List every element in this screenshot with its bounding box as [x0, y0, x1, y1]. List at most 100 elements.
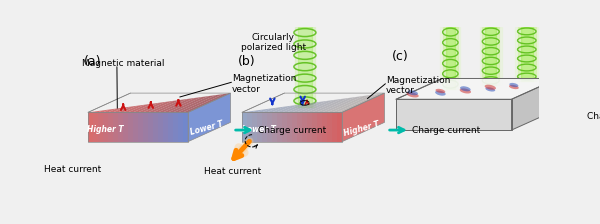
Polygon shape [257, 108, 271, 112]
Polygon shape [148, 100, 181, 112]
Polygon shape [247, 112, 252, 142]
Polygon shape [108, 112, 113, 142]
Polygon shape [88, 111, 95, 112]
Polygon shape [168, 112, 173, 142]
Polygon shape [512, 78, 558, 130]
Text: Magnetization
vector: Magnetization vector [386, 76, 451, 95]
Polygon shape [128, 112, 133, 142]
Polygon shape [317, 97, 356, 112]
Polygon shape [93, 110, 102, 112]
Polygon shape [332, 94, 377, 112]
Polygon shape [282, 112, 287, 142]
Polygon shape [88, 112, 93, 142]
Polygon shape [342, 93, 385, 142]
Polygon shape [143, 101, 173, 112]
Polygon shape [267, 107, 285, 112]
Text: Higher T: Higher T [343, 119, 380, 138]
Polygon shape [123, 112, 128, 142]
Polygon shape [173, 95, 216, 112]
Polygon shape [103, 108, 116, 112]
Polygon shape [257, 112, 262, 142]
Polygon shape [242, 111, 249, 112]
Ellipse shape [460, 86, 470, 91]
Polygon shape [183, 112, 188, 142]
Text: (a): (a) [84, 55, 102, 68]
Polygon shape [113, 112, 118, 142]
Polygon shape [327, 95, 370, 112]
Polygon shape [113, 107, 131, 112]
Polygon shape [322, 112, 327, 142]
Polygon shape [277, 105, 299, 112]
Polygon shape [252, 112, 257, 142]
Polygon shape [312, 112, 317, 142]
Polygon shape [282, 104, 306, 112]
Polygon shape [322, 96, 363, 112]
Text: Charge current: Charge current [412, 126, 481, 135]
Polygon shape [178, 94, 223, 112]
Polygon shape [108, 108, 124, 112]
Polygon shape [158, 112, 163, 142]
Polygon shape [252, 110, 263, 112]
Polygon shape [178, 112, 183, 142]
Ellipse shape [407, 92, 419, 97]
Polygon shape [302, 112, 307, 142]
Text: Heat current: Heat current [44, 165, 101, 174]
Text: Heat current: Heat current [204, 167, 262, 176]
Polygon shape [93, 112, 98, 142]
Polygon shape [287, 103, 313, 112]
Polygon shape [332, 112, 337, 142]
Ellipse shape [407, 90, 418, 95]
Polygon shape [98, 110, 109, 112]
Polygon shape [327, 112, 332, 142]
Polygon shape [183, 93, 230, 112]
Polygon shape [277, 112, 282, 142]
Polygon shape [287, 112, 292, 142]
Text: (c): (c) [392, 50, 409, 63]
Polygon shape [133, 103, 159, 112]
Polygon shape [292, 102, 320, 112]
Polygon shape [163, 112, 168, 142]
Polygon shape [297, 112, 302, 142]
Polygon shape [153, 99, 188, 112]
Text: Magnetization
vector: Magnetization vector [232, 74, 296, 94]
Polygon shape [163, 97, 202, 112]
Polygon shape [133, 112, 138, 142]
Polygon shape [158, 98, 195, 112]
Text: (b): (b) [238, 55, 256, 68]
Polygon shape [307, 112, 312, 142]
Ellipse shape [460, 88, 471, 94]
Ellipse shape [485, 85, 496, 90]
Polygon shape [168, 96, 209, 112]
Polygon shape [396, 99, 512, 130]
Polygon shape [337, 93, 385, 112]
Polygon shape [188, 93, 230, 142]
Polygon shape [272, 106, 292, 112]
Polygon shape [262, 108, 278, 112]
Ellipse shape [436, 89, 445, 93]
Polygon shape [118, 112, 123, 142]
Text: Higher T: Higher T [86, 125, 124, 134]
Polygon shape [302, 100, 335, 112]
Polygon shape [267, 112, 272, 142]
Polygon shape [337, 112, 342, 142]
Ellipse shape [485, 87, 495, 92]
Text: Charge current: Charge current [587, 112, 600, 121]
Polygon shape [292, 112, 297, 142]
Ellipse shape [509, 83, 518, 87]
Polygon shape [312, 98, 349, 112]
Polygon shape [148, 112, 153, 142]
Polygon shape [98, 112, 103, 142]
Text: Lower T: Lower T [190, 120, 225, 137]
Polygon shape [307, 99, 342, 112]
Polygon shape [396, 78, 558, 99]
Polygon shape [103, 112, 108, 142]
Polygon shape [242, 112, 247, 142]
Polygon shape [247, 110, 256, 112]
Text: Lower T: Lower T [242, 125, 276, 134]
Ellipse shape [509, 85, 519, 89]
Polygon shape [138, 102, 166, 112]
Text: Magnetic material: Magnetic material [82, 59, 164, 68]
Polygon shape [118, 106, 138, 112]
Polygon shape [317, 112, 322, 142]
Text: Charge current: Charge current [258, 126, 326, 135]
